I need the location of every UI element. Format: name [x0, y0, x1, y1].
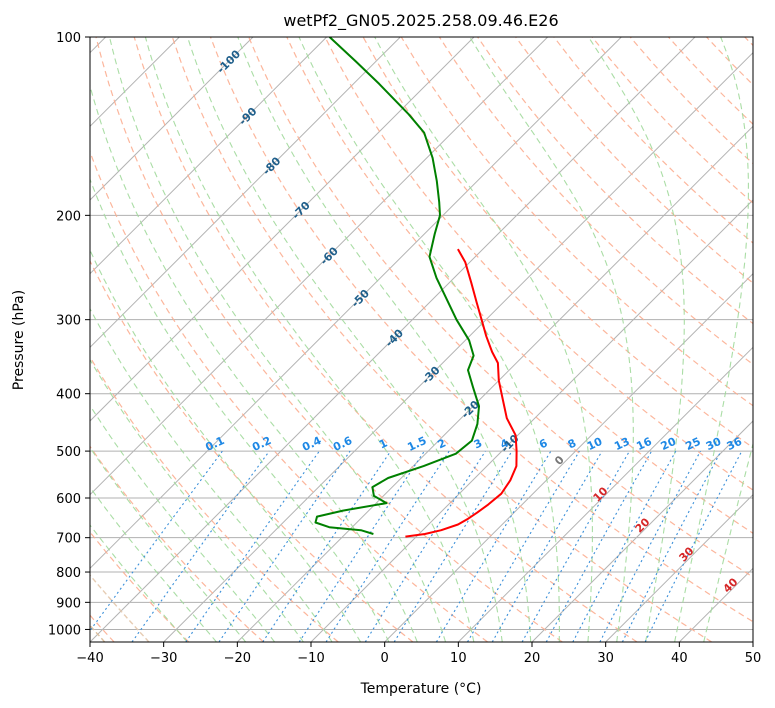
moist-adiabat-line — [703, 441, 753, 642]
x-tick-label: −30 — [150, 651, 177, 666]
mixing-ratio-label: 30 — [704, 435, 724, 453]
x-tick-label: 10 — [450, 651, 467, 666]
mixing-ratio-line — [599, 450, 701, 642]
moist-adiabat-line — [90, 177, 390, 642]
y-tick-label: 200 — [56, 209, 81, 224]
y-tick-label: 400 — [56, 388, 81, 403]
dry-adiabat-line — [95, 37, 563, 642]
moist-adiabat-line — [90, 307, 333, 642]
isotherm-line — [90, 37, 254, 201]
moist-adiabat-line — [90, 83, 418, 642]
mixing-ratio-label: 20 — [659, 435, 679, 453]
moist-adiabat-line — [90, 358, 304, 642]
y-tick-label: 700 — [56, 532, 81, 547]
x-tick-label: 20 — [524, 651, 541, 666]
y-tick-label: 800 — [56, 566, 81, 581]
x-tick-label: −10 — [297, 651, 324, 666]
mixing-ratio-line — [393, 450, 513, 642]
mixing-ratio-line — [545, 450, 653, 642]
mixing-ratio-line — [467, 450, 580, 642]
isotherm-line — [163, 51, 753, 642]
isotherm-line — [384, 272, 753, 642]
y-tick-label: 100 — [56, 31, 81, 46]
mixing-ratio-line — [435, 450, 552, 642]
mixing-ratio-line — [491, 450, 603, 642]
dry-adiabat-line — [209, 37, 753, 623]
isotherm-line — [605, 493, 753, 642]
isotherm-line — [90, 37, 622, 570]
moist-adiabat-line — [90, 524, 188, 642]
moist-adiabat-line — [674, 37, 749, 642]
chart-title: wetPf2_GN05.2025.258.09.46.E26 — [283, 11, 558, 31]
x-tick-label: −40 — [76, 651, 103, 666]
moist-adiabat-line — [90, 446, 247, 642]
dry-adiabat-line — [515, 37, 753, 284]
plot-frame — [89, 36, 754, 643]
dry-adiabat-line — [248, 37, 753, 578]
moist-adiabat-line — [186, 37, 503, 642]
y-tick-label: 900 — [56, 596, 81, 611]
moist-adiabat-line — [298, 37, 560, 642]
mixing-ratio-line — [298, 450, 425, 642]
dewpoint-profile-line — [314, 37, 480, 535]
isotherm-line — [90, 37, 401, 349]
moist-adiabat-line — [237, 37, 532, 642]
mixing-ratio-line — [521, 450, 630, 642]
x-axis-label: Temperature (°C) — [360, 681, 482, 697]
mixing-ratio-line — [572, 450, 677, 642]
dry-adiabat-line — [171, 37, 713, 642]
mixing-ratio-label: 25 — [683, 435, 702, 453]
y-tick-label: 500 — [56, 445, 81, 460]
y-tick-label: 1000 — [48, 623, 81, 638]
y-axis: 100 200 300 400 500 600 700 800 900 1000 — [48, 31, 90, 638]
moist-adiabat-line — [144, 37, 475, 642]
reference-curve — [90, 574, 150, 642]
moist-adiabat-line — [90, 486, 217, 642]
moist-adiabat-line — [374, 37, 593, 642]
isotherm-line — [457, 346, 753, 642]
background-lines — [90, 37, 753, 642]
moist-adiabat-line — [588, 37, 685, 642]
mixing-ratio-label: 10 — [585, 435, 605, 453]
x-axis: −40 −30 −20 −10 0 10 20 30 40 50 — [76, 642, 761, 666]
y-axis-label: Pressure (hPa) — [11, 290, 27, 390]
x-tick-label: 0 — [381, 651, 389, 666]
sounding-profiles — [314, 37, 518, 538]
x-tick-label: 50 — [745, 651, 762, 666]
isotherm-line — [90, 37, 328, 275]
y-tick-label: 300 — [56, 314, 81, 329]
mixing-ratio-line — [131, 450, 270, 642]
mixing-ratio-line — [644, 450, 743, 642]
mixing-ratio-label: 36 — [725, 435, 745, 453]
mixing-ratio-line — [621, 450, 722, 642]
moist-adiabat-line — [90, 248, 362, 642]
isotherm-line — [531, 420, 753, 642]
dry-adiabat-line — [286, 37, 753, 534]
dry-adiabat-line — [324, 37, 753, 491]
y-tick-label: 600 — [56, 492, 81, 507]
dry-adiabat-line — [133, 37, 638, 642]
temperature-profile-line — [405, 248, 518, 538]
mixing-ratio-line — [325, 450, 450, 642]
mixing-ratio-line — [185, 450, 320, 642]
isotherm-line — [90, 37, 549, 496]
x-tick-label: −20 — [224, 651, 251, 666]
isotherm-line — [236, 125, 753, 642]
dry-adiabat-line — [90, 445, 264, 642]
x-tick-label: 30 — [597, 651, 614, 666]
dry-adiabat-line — [90, 259, 414, 642]
x-tick-label: 40 — [671, 651, 688, 666]
mixing-ratio-label: 16 — [634, 435, 654, 453]
mixing-ratio-label: 13 — [612, 435, 631, 453]
mixing-ratio-line — [364, 450, 486, 642]
moist-adiabat-line — [90, 404, 276, 642]
mixing-ratio-line — [90, 450, 223, 632]
